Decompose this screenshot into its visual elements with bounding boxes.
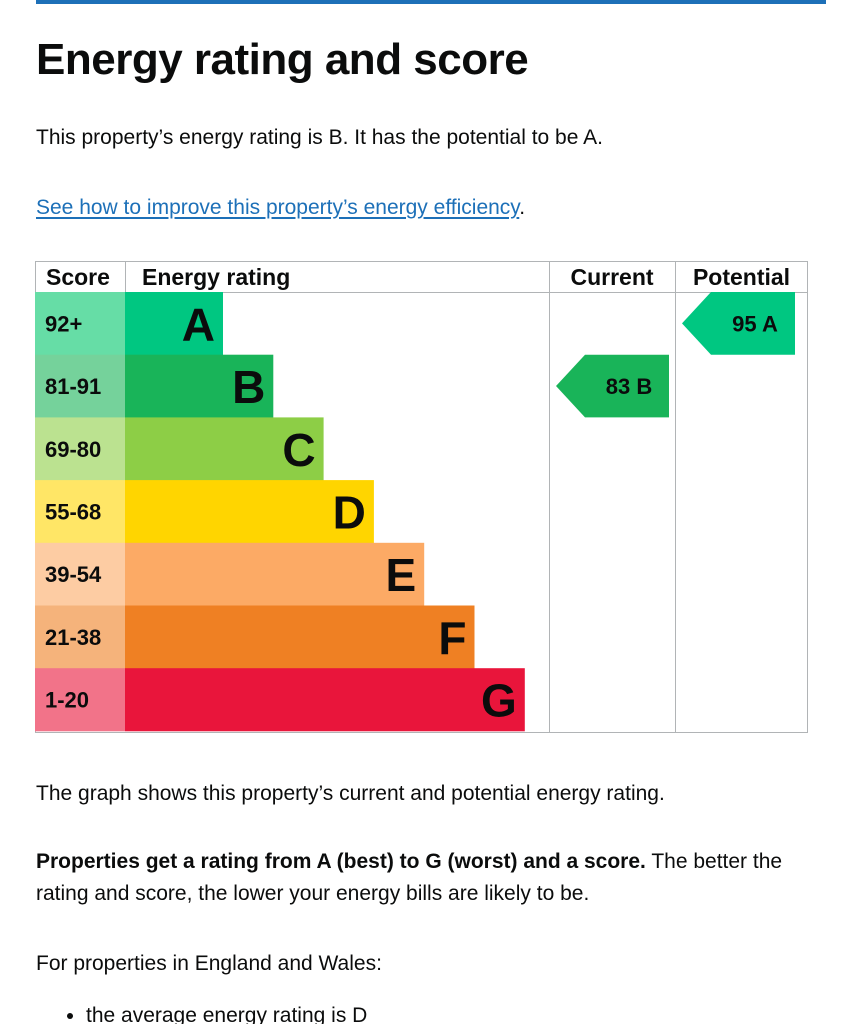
average-rating-list: the average energy rating is D [36, 1000, 367, 1024]
rating-bar-d [125, 480, 374, 544]
score-column-header: Score [46, 264, 110, 290]
rating-letter-b: B [232, 361, 265, 413]
score-cell-c [35, 417, 125, 481]
ratings-explanation-rest: The better the rating and score, the low… [36, 850, 783, 905]
rating-bar-g [125, 668, 525, 732]
score-range-a: 92+ [45, 311, 82, 336]
rating-letter-a: A [182, 298, 215, 350]
rating-summary: This property’s energy rating is B. It h… [36, 126, 603, 149]
current-rating-arrow [556, 354, 669, 418]
link-suffix: . [519, 196, 526, 219]
rating-letter-d: D [333, 486, 366, 538]
rating-letter-f: F [438, 612, 466, 664]
rating-bar-e [125, 542, 425, 606]
current-rating-label: 83 B [606, 374, 652, 399]
potential-column-header: Potential [693, 264, 790, 290]
score-cell-e [35, 542, 125, 606]
ratings-explanation: Properties get a rating from A (best) to… [36, 846, 811, 910]
score-cell-a [35, 292, 125, 356]
page-title: Energy rating and score [36, 35, 529, 84]
rating-letter-c: C [282, 424, 315, 476]
score-cell-b [35, 354, 125, 418]
score-cell-d [35, 480, 125, 544]
rating-letter-g: G [481, 675, 517, 727]
energy-rating-chart: Score Energy rating Current Potential 92+ A 81… [35, 261, 808, 733]
potential-rating-label: 95 A [732, 311, 778, 336]
score-range-b: 81-91 [45, 374, 101, 399]
ratings-explanation-bold: Properties get a rating from A (best) to… [36, 850, 646, 873]
score-cell-f [35, 605, 125, 669]
rating-bar-b [125, 354, 274, 418]
region-intro: For properties in England and Wales: [36, 952, 382, 975]
rating-bar-a [125, 292, 223, 356]
score-cell-g [35, 668, 125, 732]
rating-bar-f [125, 605, 475, 669]
energy-rating-graph: Score Energy rating Current Potential 92+ A 81… [35, 261, 808, 733]
rating-bar-c [125, 417, 324, 481]
current-column-header: Current [570, 264, 653, 290]
score-range-c: 69-80 [45, 437, 101, 462]
score-range-f: 21-38 [45, 625, 101, 650]
graph-caption: The graph shows this property’s current … [36, 782, 665, 805]
score-range-d: 55-68 [45, 499, 101, 524]
top-border [36, 0, 826, 4]
score-range-g: 1-20 [45, 688, 89, 713]
improve-paragraph: See how to improve this property’s energ… [36, 192, 811, 224]
rating-letter-e: E [386, 549, 417, 601]
potential-rating-arrow [682, 292, 795, 355]
improve-efficiency-link[interactable]: See how to improve this property’s energ… [36, 196, 520, 219]
rating-column-header: Energy rating [142, 264, 290, 290]
score-range-e: 39-54 [45, 562, 102, 587]
list-item: the average energy rating is D [86, 1000, 367, 1024]
